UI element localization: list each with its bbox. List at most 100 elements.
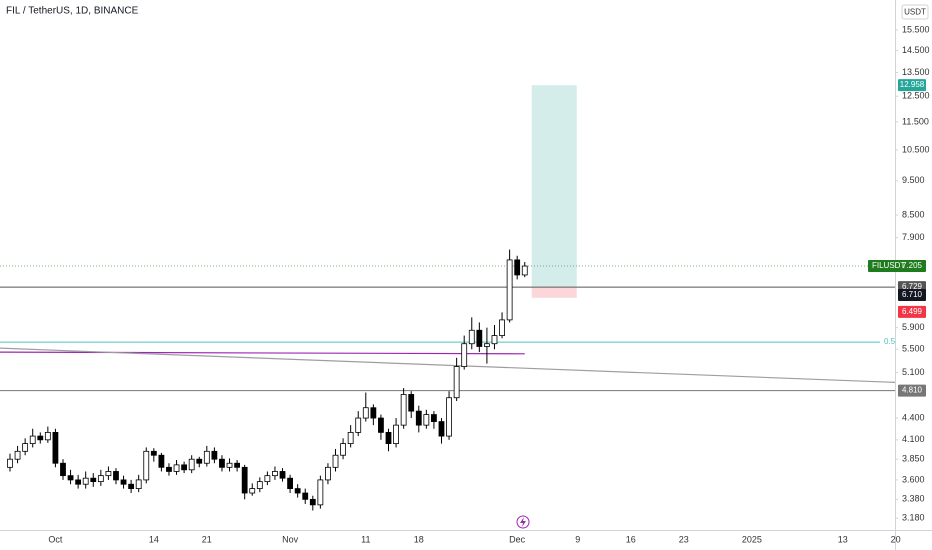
candle-body <box>272 471 278 477</box>
candle-body <box>211 450 218 460</box>
y-tick-label: 5.100 <box>902 367 925 377</box>
x-tick-label: 20 <box>891 534 901 544</box>
y-tick-label: 15.500 <box>902 24 930 34</box>
candle-body <box>385 431 392 445</box>
candle-body <box>90 477 97 483</box>
candle-body <box>241 466 248 494</box>
x-tick-label: 21 <box>202 534 212 544</box>
target-label-bg <box>898 79 926 92</box>
trendline <box>0 351 525 355</box>
candle-body <box>67 475 74 481</box>
y-tick-label: 10.500 <box>902 144 930 154</box>
candle-body <box>332 454 339 468</box>
candle-body <box>150 450 157 456</box>
currency-label[interactable]: USDT <box>904 8 926 17</box>
candle-body <box>128 483 135 489</box>
candle-body <box>196 458 203 464</box>
x-tick-label: 23 <box>679 534 689 544</box>
candle-body <box>362 407 369 419</box>
candle-body <box>468 329 475 345</box>
candle-body <box>97 475 104 483</box>
candle-body <box>75 479 82 485</box>
candle-body <box>82 477 89 485</box>
candle-body <box>415 410 422 426</box>
candle-body <box>7 458 13 468</box>
y-tick-label: 4.100 <box>902 434 925 444</box>
candle-body <box>14 450 21 460</box>
candle-body <box>249 488 256 494</box>
candle-body <box>302 492 309 500</box>
y-tick-label: 7.900 <box>902 232 925 242</box>
symbol-label: FILUSDT <box>872 261 905 270</box>
candle-body <box>378 417 384 433</box>
y-tick-label: 5.900 <box>902 322 925 332</box>
drawings: 0.5 <box>0 265 896 392</box>
level-label: 4.810 <box>902 386 923 395</box>
y-tick-label: 9.500 <box>902 175 925 185</box>
candle-body <box>219 458 225 468</box>
candle-body <box>279 471 286 479</box>
level-label-bg <box>898 384 926 397</box>
position-loss-zone <box>531 287 577 298</box>
candle-body <box>309 498 316 506</box>
entry-label: 6.729 <box>902 282 923 291</box>
level-label: 6.710 <box>902 290 923 299</box>
x-tick-label: 18 <box>414 534 424 544</box>
candle-body <box>44 431 51 441</box>
candle-body <box>158 454 165 468</box>
lightning-icon[interactable] <box>516 515 530 529</box>
candle-body <box>234 462 241 468</box>
candle-body <box>60 462 66 477</box>
candle-body <box>287 477 293 489</box>
candle-body <box>484 343 490 347</box>
candle-body <box>370 407 377 419</box>
chart-title: FIL / TetherUS, 1D, BINANCE <box>6 6 139 17</box>
x-tick-label: 16 <box>626 534 636 544</box>
candle-body <box>29 435 36 445</box>
target-label: 12.958 <box>900 80 925 89</box>
stop-label: 6.499 <box>902 307 923 316</box>
last-price-label-bg <box>868 260 926 273</box>
candle-body <box>514 259 521 276</box>
candle-body <box>188 458 195 471</box>
candle-body <box>453 366 460 399</box>
y-tick-label: 3.600 <box>902 474 925 484</box>
stop-label-bg <box>898 305 926 318</box>
candle-body <box>166 466 172 472</box>
level-label-bg <box>898 288 926 301</box>
candle-body <box>438 421 445 437</box>
x-tick-label: 13 <box>838 534 848 544</box>
candle-body <box>355 417 362 433</box>
candle-body <box>22 443 29 452</box>
candle-body <box>203 450 210 464</box>
candle-body <box>499 319 505 336</box>
candle-body <box>264 475 271 483</box>
x-tick-label: Nov <box>282 534 299 544</box>
candle-body <box>400 394 407 426</box>
x-tick-label: Oct <box>48 534 63 544</box>
x-tick-label: Dec <box>509 534 526 544</box>
candle-body <box>37 435 44 441</box>
x-tick-label: 11 <box>361 534 370 544</box>
x-tick-label: 9 <box>575 534 580 544</box>
candle-body <box>446 397 452 437</box>
candle-body <box>105 471 112 477</box>
candle-body <box>408 394 415 412</box>
candle-body <box>476 329 483 347</box>
y-tick-label: 5.500 <box>902 344 925 354</box>
candle-body <box>491 335 498 345</box>
candle-body <box>506 259 513 321</box>
position-profit-zone <box>531 85 577 288</box>
candle-body <box>181 464 188 471</box>
candle-body <box>461 343 468 367</box>
currency-box[interactable] <box>901 4 929 20</box>
candle-body <box>340 443 346 456</box>
last-price-label: 7.205 <box>902 261 923 270</box>
y-tick-label: 11.500 <box>902 116 929 126</box>
candle-body <box>325 466 331 481</box>
y-tick-label: 12.500 <box>902 91 930 101</box>
y-tick-label: 8.500 <box>902 209 925 219</box>
y-tick-label: 3.380 <box>902 494 925 504</box>
